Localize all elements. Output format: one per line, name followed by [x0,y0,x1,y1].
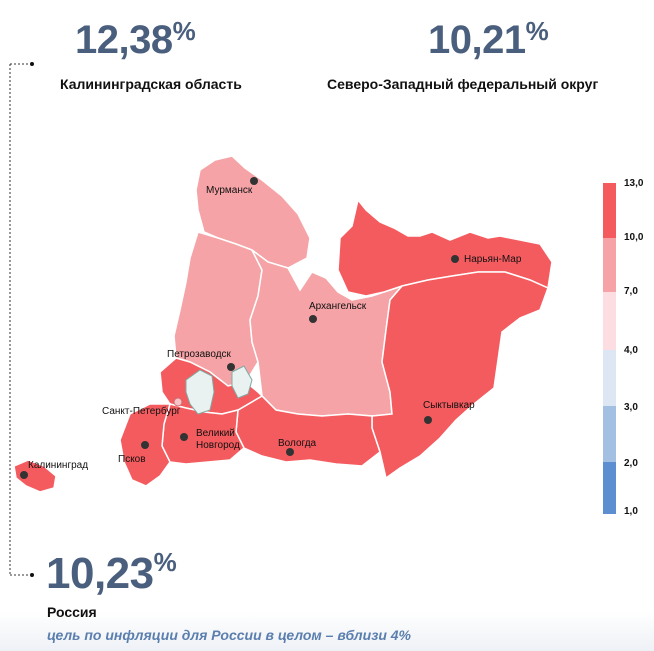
city-label-petrozavodsk: Петрозаводск [167,349,232,360]
legend-color-bar [603,183,616,514]
city-label-murmansk: Мурманск [206,185,253,196]
city-label-pskov: Псков [118,454,146,465]
city-marker-vnovgorod [180,433,188,441]
nwfd-inflation-value: 10,21% [428,16,549,63]
city-label-syktyvkar: Сыктывкар [423,400,475,411]
city-marker-pskov [141,441,149,449]
city-label-vnovgorod-2: Новгород [196,440,240,451]
city-marker-naryan-mar [451,255,459,263]
city-label-arkhangelsk: Архангельск [309,301,367,312]
russia-inflation-number: 10,23 [46,549,154,598]
city-marker-kaliningrad [20,471,28,479]
lake-onega [231,365,253,399]
percent-sign: % [525,16,549,46]
legend-tick-10: 10,0 [624,232,644,243]
legend-swatch-4-7 [603,292,616,350]
kaliningrad-label: Калининградская область [60,76,242,92]
region-vologda [235,395,381,467]
bottom-gradient [0,611,654,651]
nwfd-inflation-number: 10,21 [428,18,526,62]
russia-inflation-value: 10,23% [46,547,177,599]
city-marker-spb [173,397,183,407]
city-label-vnovgorod-1: Великий [196,428,235,439]
legend-swatch-2-3 [603,406,616,462]
connector-dot [30,573,34,577]
region-komi [371,271,549,480]
russia-label: Россия [47,604,97,620]
legend-swatch-3-4 [603,350,616,406]
region-kaliningrad [13,459,57,493]
dotted-connector [9,63,30,576]
percent-sign: % [153,547,177,577]
legend-tick-4: 4,0 [624,345,638,356]
city-label-spb: Санкт-Петербург [102,405,181,417]
legend-tick-13: 13,0 [624,178,644,189]
city-marker-syktyvkar [424,416,432,424]
legend-tick-7: 7,0 [624,286,638,297]
city-marker-arkhangelsk [309,315,317,323]
city-marker-petrozavodsk [227,363,235,371]
city-marker-murmansk [250,177,258,185]
connector-dot [30,62,34,66]
legend-tick-3: 3,0 [624,402,638,413]
legend-swatch-10-13 [603,183,616,238]
kaliningrad-inflation-value: 12,38% [75,16,196,63]
legend-tick-1: 1,0 [624,506,638,517]
legend-swatch-7-10 [603,238,616,292]
city-marker-vologda [286,448,294,456]
kaliningrad-inflation-number: 12,38 [75,18,173,62]
legend-tick-2: 2,0 [624,458,638,469]
inflation-target-note: цель по инфляции для России в целом – вб… [47,627,412,643]
city-label-kaliningrad: Калининград [28,460,88,471]
city-label-vologda: Вологда [278,438,317,449]
lake-ladoga [185,369,215,415]
nwfd-label: Северо-Западный федеральный округ [327,76,599,92]
percent-sign: % [172,16,196,46]
legend-swatch-1-2 [603,462,616,514]
city-label-naryan-mar: Нарьян-Мар [464,254,522,265]
